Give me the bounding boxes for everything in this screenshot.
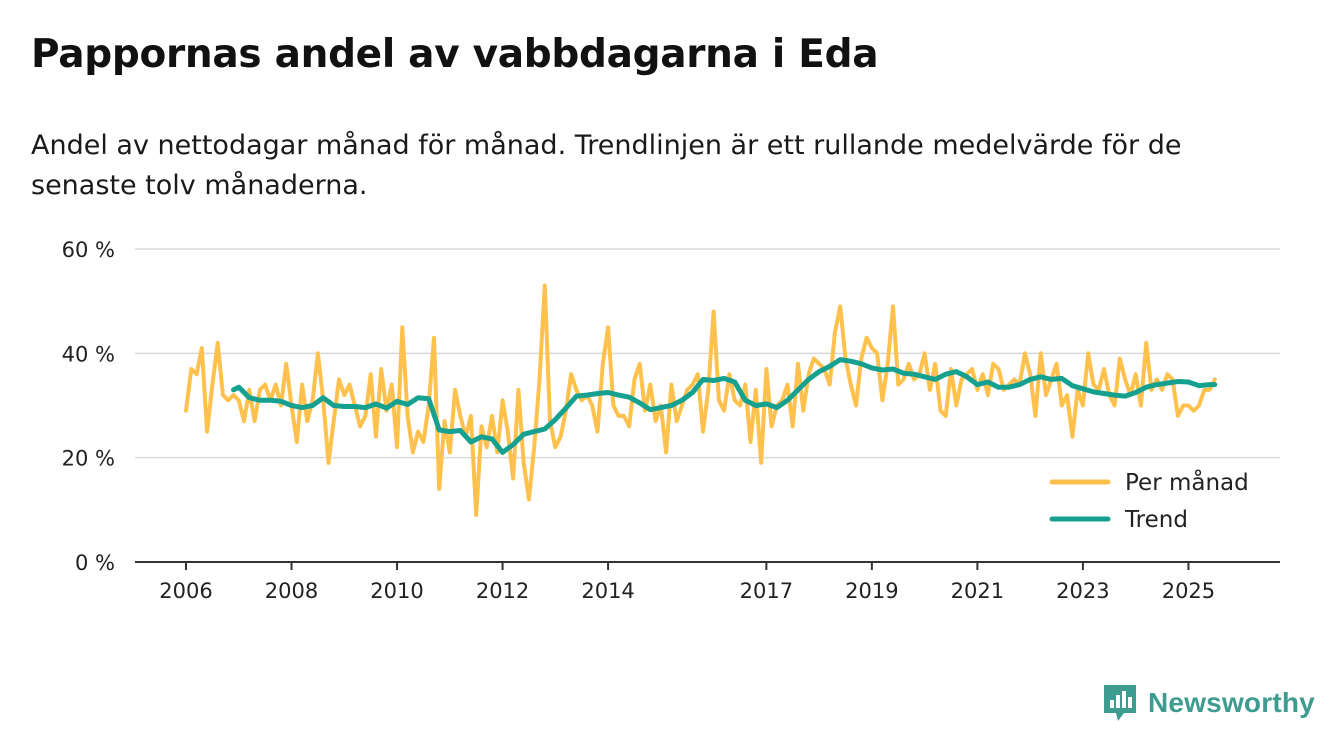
x-tick-label: 2025 (1162, 579, 1215, 603)
axes: 0 % 20 % 40 % 60 % 2006 2008 2010 2012 2014 2017 2… (62, 238, 1280, 603)
x-tick-label: 2010 (370, 579, 423, 603)
y-tick-label: 40 % (62, 342, 115, 366)
x-tick-label: 2019 (845, 579, 898, 603)
x-tick-label: 2012 (476, 579, 529, 603)
x-tick-label: 2021 (951, 579, 1004, 603)
legend: Per månad Trend (1049, 468, 1249, 533)
x-tick-label: 2017 (740, 579, 793, 603)
gridlines (135, 248, 1280, 459)
legend-label-trend: Trend (1124, 507, 1188, 533)
y-tick-label: 60 % (62, 238, 115, 262)
newsworthy-logo-icon (1104, 685, 1136, 721)
brand-name: Newsworthy (1148, 687, 1315, 718)
x-tick-label: 2023 (1056, 579, 1109, 603)
chart-subtitle: Andel av nettodagar månad för månad. Tre… (31, 130, 1182, 201)
series-line-per-manad (184, 283, 1217, 517)
x-tick-label: 2008 (265, 579, 318, 603)
series-line-trend (231, 357, 1218, 455)
y-tick-label: 0 % (75, 551, 115, 575)
legend-label-per-manad: Per månad (1125, 468, 1249, 496)
x-tick-label: 2006 (159, 579, 212, 603)
series-layer (184, 283, 1218, 517)
y-tick-label: 20 % (62, 447, 115, 471)
page-title: Pappornas andel av vabbdagarna i Eda (31, 32, 879, 77)
brand-logo: Newsworthy (1102, 683, 1315, 723)
x-tick-label: 2014 (581, 579, 634, 603)
